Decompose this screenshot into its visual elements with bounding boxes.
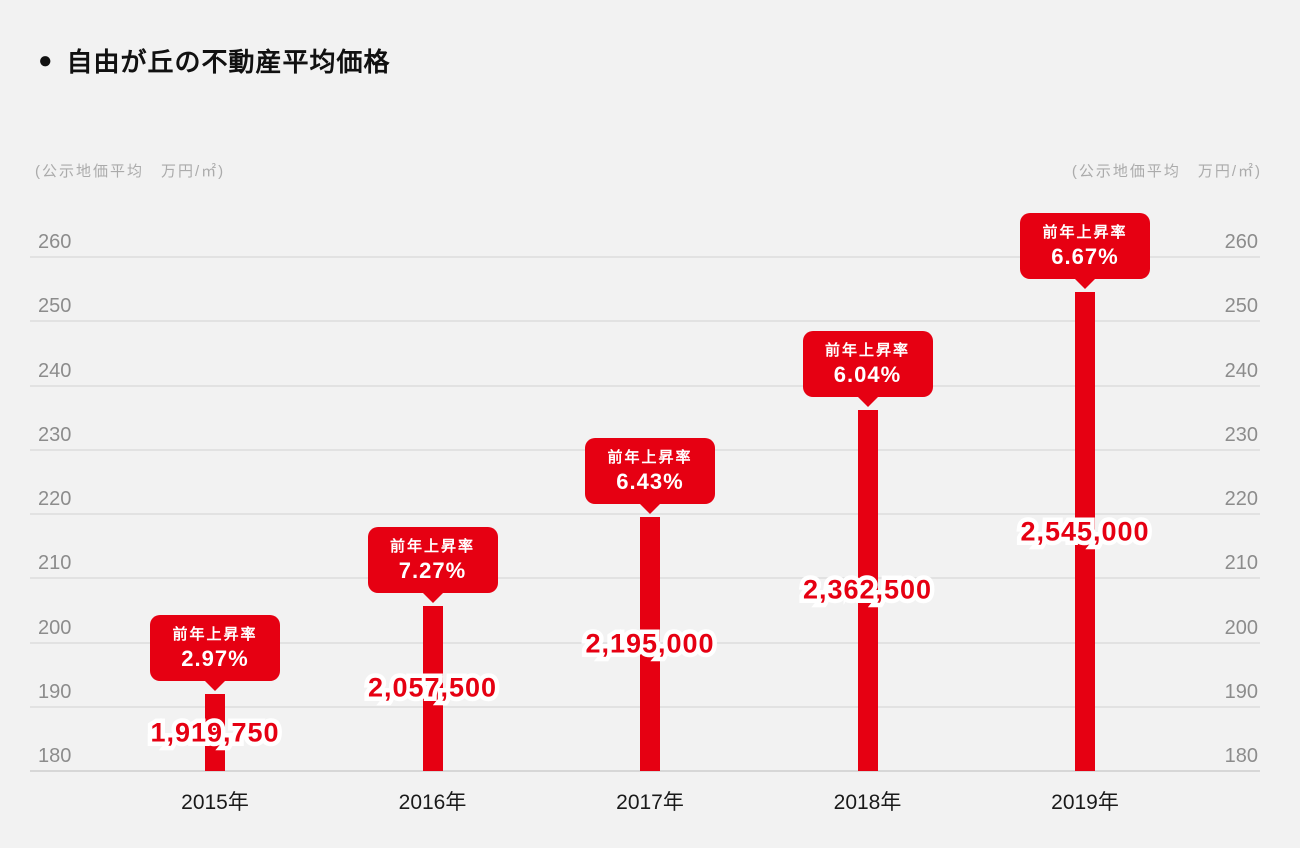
uplift-badge-title: 前年上昇率 bbox=[172, 626, 258, 644]
uplift-badge-value: 6.67% bbox=[1051, 244, 1119, 270]
uplift-badge-value: 2.97% bbox=[181, 646, 249, 672]
price-text: 2,057,500 bbox=[367, 672, 498, 703]
uplift-badge-2016年: 前年上昇率 7.27% bbox=[367, 526, 498, 593]
y-tick-left-240: 240 bbox=[38, 359, 72, 382]
bullet-icon: ● bbox=[38, 46, 53, 74]
uplift-badge-value: 7.27% bbox=[398, 557, 467, 583]
price-outline: 1,919,750 bbox=[146, 714, 283, 750]
page-title: 自由が丘の不動産平均価格 bbox=[66, 47, 391, 77]
y-tick-left-230: 230 bbox=[38, 423, 72, 446]
price-text: 2,545,000 bbox=[1020, 516, 1150, 547]
uplift-badge-2015年: 前年上昇率 2.97% bbox=[150, 615, 280, 682]
bar-2017年 bbox=[640, 517, 660, 771]
price-text: 2,195,000 bbox=[585, 628, 715, 659]
price-text: 2,362,500 bbox=[802, 574, 933, 605]
uplift-badge-2017年: 前年上昇率 6.43% bbox=[585, 438, 715, 505]
y-tick-right-200: 200 bbox=[1224, 616, 1258, 639]
gridline-250 bbox=[30, 320, 1260, 323]
price-label-2016年: 2,057,500 2,057,500 bbox=[363, 670, 500, 706]
x-tick-2015年: 2015年 bbox=[181, 791, 249, 814]
y-tick-right-190: 190 bbox=[1224, 680, 1258, 703]
uplift-badge-title: 前年上昇率 bbox=[389, 537, 475, 555]
x-tick-2019年: 2019年 bbox=[1051, 791, 1119, 814]
y-tick-right-230: 230 bbox=[1224, 423, 1258, 446]
y-tick-right-180: 180 bbox=[1224, 745, 1258, 767]
price-outline: 2,362,500 bbox=[798, 572, 935, 608]
y-tick-right-250: 250 bbox=[1224, 295, 1258, 318]
bar-2016年 bbox=[422, 605, 443, 771]
y-tick-left-200: 200 bbox=[38, 616, 72, 639]
y-tick-left-210: 210 bbox=[38, 552, 72, 575]
bar-2015年 bbox=[205, 694, 225, 771]
uplift-badge-title: 前年上昇率 bbox=[824, 341, 910, 359]
price-label-2018年: 2,362,500 2,362,500 bbox=[798, 572, 935, 608]
gridline-240 bbox=[30, 384, 1260, 387]
uplift-badge-title: 前年上昇率 bbox=[1042, 224, 1128, 242]
price-outline: 2,195,000 bbox=[581, 626, 718, 662]
x-tick-2017年: 2017年 bbox=[616, 791, 684, 814]
gridline-180 bbox=[30, 770, 1260, 772]
uplift-badge-2018年: 前年上昇率 6.04% bbox=[802, 330, 933, 397]
y-tick-left-220: 220 bbox=[38, 488, 72, 510]
y-tick-right-260: 260 bbox=[1224, 231, 1258, 253]
bar-2018年 bbox=[857, 409, 878, 771]
uplift-badge-2019年: 前年上昇率 6.67% bbox=[1020, 213, 1150, 280]
bar-2019年 bbox=[1075, 292, 1095, 771]
gridline-260 bbox=[30, 256, 1260, 258]
price-outline: 2,057,500 bbox=[363, 670, 500, 706]
x-tick-2018年: 2018年 bbox=[833, 791, 902, 814]
chart-title-row: ● 自由が丘の不動産平均価格 bbox=[38, 42, 391, 79]
x-tick-2016年: 2016年 bbox=[398, 791, 467, 814]
price-label-2019年: 2,545,000 2,545,000 bbox=[1016, 513, 1153, 549]
price-label-2015年: 1,919,750 1,919,750 bbox=[146, 714, 283, 750]
price-outline: 2,545,000 bbox=[1016, 513, 1153, 549]
uplift-badge-value: 6.43% bbox=[616, 469, 684, 495]
y-tick-left-250: 250 bbox=[38, 295, 72, 318]
y-tick-right-210: 210 bbox=[1224, 552, 1258, 575]
uplift-badge-value: 6.04% bbox=[833, 361, 902, 387]
uplift-badge-title: 前年上昇率 bbox=[607, 449, 693, 467]
y-tick-left-190: 190 bbox=[38, 680, 72, 703]
price-text: 1,919,750 bbox=[150, 717, 280, 748]
price-label-2017年: 2,195,000 2,195,000 bbox=[581, 626, 718, 662]
y-tick-right-240: 240 bbox=[1224, 359, 1258, 382]
y-tick-left-180: 180 bbox=[38, 745, 72, 767]
y-axis-unit-right: (公示地価平均 万円/㎡) bbox=[1071, 163, 1262, 180]
y-tick-left-260: 260 bbox=[38, 231, 72, 253]
y-axis-unit-left: (公示地価平均 万円/㎡) bbox=[35, 163, 226, 180]
y-tick-right-220: 220 bbox=[1224, 488, 1258, 510]
